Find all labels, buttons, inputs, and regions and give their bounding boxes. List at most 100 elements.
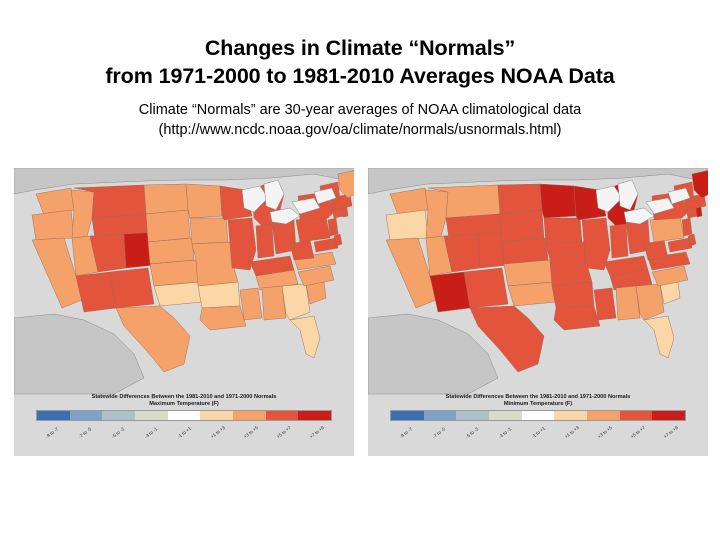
state-sd [145, 209, 191, 243]
state-al [261, 285, 287, 321]
great-lakes [269, 207, 301, 225]
state-de [687, 233, 697, 247]
legend-swatch [200, 411, 234, 420]
legend-tick-label: +3 to +5 [596, 424, 613, 440]
state-il [581, 217, 611, 271]
legend-tick-label: +5 to +7 [275, 424, 292, 440]
state-nm [109, 267, 155, 309]
legend-tick-label: -1 to +1 [530, 425, 547, 440]
legend-tick-label: -9 to -7 [45, 426, 60, 440]
state-fl [643, 315, 675, 359]
legend-swatch [102, 411, 136, 420]
state-md [667, 237, 693, 253]
state-ks [503, 259, 553, 287]
legend-ticks-minimum: -9 to -7 -7 to -5 -5 to -3 -3 to -1 -1 to +1… [390, 422, 686, 452]
legend-tick-label: +3 to +5 [242, 424, 259, 440]
state-ms [239, 287, 263, 321]
legend-tick-label: +7 to +9 [662, 424, 679, 440]
state-ok [153, 281, 203, 307]
state-nm [463, 267, 509, 309]
state-me [337, 170, 354, 199]
legend-tick-label: +5 to +7 [629, 424, 646, 440]
great-lakes [667, 187, 691, 205]
great-lakes [313, 187, 337, 205]
state-ne [147, 237, 195, 265]
state-me [691, 170, 708, 199]
great-lakes [623, 207, 655, 225]
great-lakes [241, 185, 269, 213]
legend-swatch [619, 411, 653, 420]
legend-colorbar-maximum [36, 410, 332, 421]
map-canvas-minimum-temperature [368, 168, 708, 396]
legend-tick-label: +7 to +9 [308, 424, 325, 440]
state-in [255, 223, 275, 259]
legend-swatch [298, 411, 332, 420]
legend-swatch [587, 411, 620, 420]
legend-tick-label: -5 to -3 [110, 426, 126, 440]
great-lakes [617, 179, 639, 211]
state-or [385, 209, 429, 241]
legend-title-line-2: Minimum Temperature (F) [503, 401, 573, 408]
legend-swatch [652, 411, 686, 420]
state-tx [115, 305, 191, 373]
state-ms [593, 287, 617, 321]
state-fl [289, 315, 321, 359]
legend-minimum-temperature: Statewide Differences Between the 1981-2… [368, 394, 708, 456]
state-ri [341, 206, 349, 218]
great-lakes [645, 197, 675, 215]
state-nc [651, 265, 689, 287]
legend-tick-label: +1 to +3 [563, 424, 580, 440]
state-nc [297, 265, 335, 287]
legend-swatch [233, 411, 266, 420]
legend-tick-label: -9 to -7 [399, 426, 414, 440]
legend-swatch [265, 411, 299, 420]
legend-tick-label: -7 to -5 [77, 426, 93, 440]
legend-tick-label: -5 to -3 [464, 426, 480, 440]
map-figure-minimum-temperature: Statewide Differences Between the 1981-2… [368, 168, 708, 456]
legend-swatch [391, 411, 424, 420]
state-al [615, 285, 641, 321]
state-nd [143, 183, 189, 215]
subtitle-url: (http://www.ncdc.noaa.gov/oa/climate/nor… [158, 122, 562, 138]
state-ri [695, 206, 703, 218]
legend-tick-label: -7 to -5 [431, 426, 447, 440]
legend-title-line-1: Statewide Differences Between the 1981-2… [445, 394, 631, 400]
legend-swatch [521, 411, 555, 420]
legend-swatch [456, 411, 490, 420]
legend-swatch [135, 411, 168, 420]
great-lakes [595, 185, 623, 213]
state-ia [543, 217, 583, 245]
map-figure-maximum-temperature: Statewide Differences Between the 1981-2… [14, 168, 354, 456]
title-line-1: Changes in Climate “Normals” [204, 36, 516, 60]
state-ar [551, 281, 595, 309]
state-nj [681, 217, 693, 237]
legend-ticks-maximum: -9 to -7 -7 to -5 -5 to -3 -3 to -1 -1 to +1… [36, 422, 332, 452]
maps-row: Statewide Differences Between the 1981-2… [0, 168, 720, 458]
legend-swatch [489, 411, 522, 420]
legend-swatch [167, 411, 201, 420]
great-lakes [263, 179, 285, 211]
title-line-2: from 1971-2000 to 1981-2010 Averages NOA… [105, 64, 615, 88]
legend-swatch [69, 411, 103, 420]
subtitle-line-1: Climate “Normals” are 30-year averages o… [138, 102, 582, 118]
state-sd [499, 209, 545, 243]
state-in [609, 223, 629, 259]
state-mn [539, 183, 577, 219]
legend-swatch [554, 411, 588, 420]
slide-title: Changes in Climate “Normals” from 1971-2… [0, 34, 720, 90]
state-tn [609, 269, 653, 291]
state-ia [189, 217, 229, 245]
great-lakes [291, 197, 321, 215]
state-la [199, 305, 247, 331]
legend-title-line-1: Statewide Differences Between the 1981-2… [91, 394, 277, 400]
legend-tick-label: -3 to -1 [497, 426, 513, 440]
state-nd [497, 183, 543, 215]
legend-tick-label: -3 to -1 [143, 426, 159, 440]
map-canvas-maximum-temperature [14, 168, 354, 396]
state-de [333, 233, 343, 247]
state-ne [501, 237, 549, 265]
state-or [31, 209, 75, 241]
state-tx [469, 305, 545, 373]
state-ks [149, 259, 199, 287]
state-ok [507, 281, 557, 307]
